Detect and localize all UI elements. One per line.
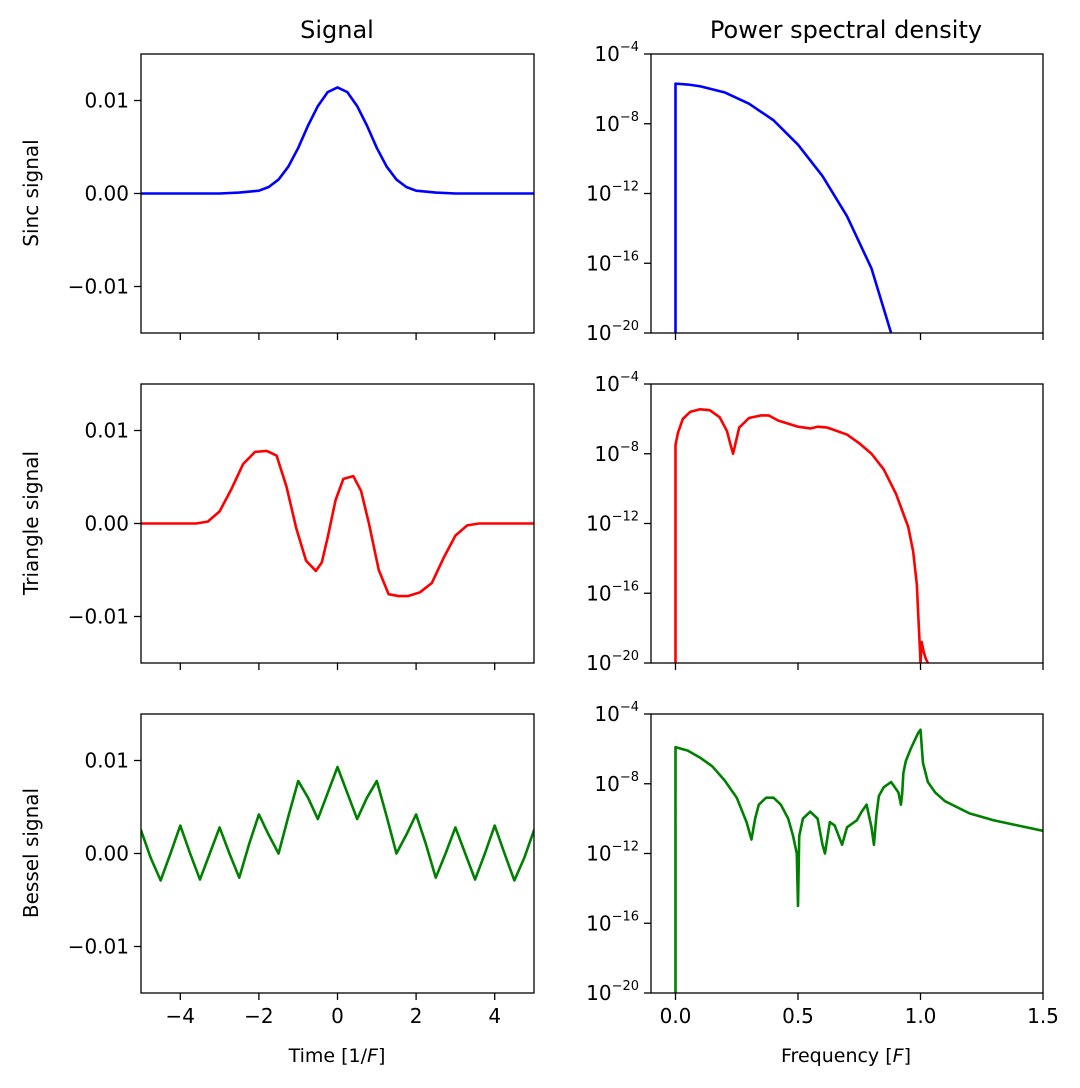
row-label-bessel: Bessel signal: [19, 788, 43, 918]
x-tick-label: 4: [488, 1004, 501, 1028]
y-tick-label: 0.01: [84, 89, 129, 113]
y-tick-label: 0.01: [84, 749, 129, 773]
row-label-triangle: Triangle signal: [19, 451, 43, 596]
sinc-psd-line: [674, 82, 893, 333]
y-tick-label: −0.01: [68, 935, 129, 959]
y-tick-label: 10−16: [586, 909, 639, 935]
y-tick-label: 10−12: [586, 840, 639, 866]
y-tick-label: 10−12: [586, 180, 639, 206]
bessel-psd-panel: 0.0 0.5 1.0 1.5 10−4 10−8 10−12 10−16 10−20: [586, 700, 1059, 1028]
y-tick-label: 10−8: [594, 770, 639, 796]
x-tick-label: −4: [166, 1004, 195, 1028]
y-tick-label: 10−20: [586, 979, 639, 1005]
y-tick-label: 0.00: [84, 182, 129, 206]
y-tick-label: 0.00: [84, 842, 129, 866]
triangle-psd-line: [674, 407, 930, 663]
sinc-signal-panel: 0.01 0.00 −0.01: [68, 53, 535, 340]
triangle-signal-line: [141, 449, 534, 598]
signal-column-title: Signal: [300, 16, 374, 44]
row-label-sinc: Sinc signal: [19, 139, 43, 246]
y-tick-label: −0.01: [68, 275, 129, 299]
y-tick-label: 10−8: [594, 440, 639, 466]
sinc-psd-panel: 10−4 10−8 10−12 10−16 10−20: [586, 40, 1044, 345]
x-tick-label: 1.5: [1027, 1004, 1059, 1028]
y-tick-label: −0.01: [68, 605, 129, 629]
y-tick-label: 10−8: [594, 110, 639, 136]
y-tick-label: 10−12: [586, 510, 639, 536]
time-axis-label: Time [1/F]: [288, 1045, 386, 1067]
x-tick-label: 0: [331, 1004, 344, 1028]
y-tick-label: 10−4: [594, 40, 639, 66]
y-tick-label: 10−20: [586, 319, 639, 345]
psd-column-title: Power spectral density: [710, 16, 982, 44]
triangle-psd-panel: 10−4 10−8 10−12 10−16 10−20: [586, 370, 1044, 675]
triangle-signal-panel: 0.01 0.00 −0.01: [68, 383, 535, 670]
x-tick-label: 2: [410, 1004, 423, 1028]
x-tick-label: −2: [244, 1004, 273, 1028]
x-tick-label: 0.0: [660, 1004, 692, 1028]
x-tick-label: 0.5: [782, 1004, 814, 1028]
y-tick-label: 0.00: [84, 512, 129, 536]
x-tick-label: 1.0: [905, 1004, 937, 1028]
frequency-axis-label: Frequency [F]: [781, 1045, 911, 1067]
y-tick-label: 10−4: [594, 370, 639, 396]
bessel-signal-line: [141, 765, 534, 882]
y-tick-label: 10−4: [594, 700, 639, 726]
y-tick-label: 10−16: [586, 579, 639, 605]
y-tick-label: 0.01: [84, 419, 129, 443]
y-tick-label: 10−16: [586, 249, 639, 275]
bessel-signal-panel: −4 −2 0 2 4 0.01 0.00 −0.01: [68, 713, 535, 1028]
sinc-signal-line: [141, 86, 534, 195]
bessel-psd-line: [674, 728, 1043, 993]
y-tick-label: 10−20: [586, 649, 639, 675]
